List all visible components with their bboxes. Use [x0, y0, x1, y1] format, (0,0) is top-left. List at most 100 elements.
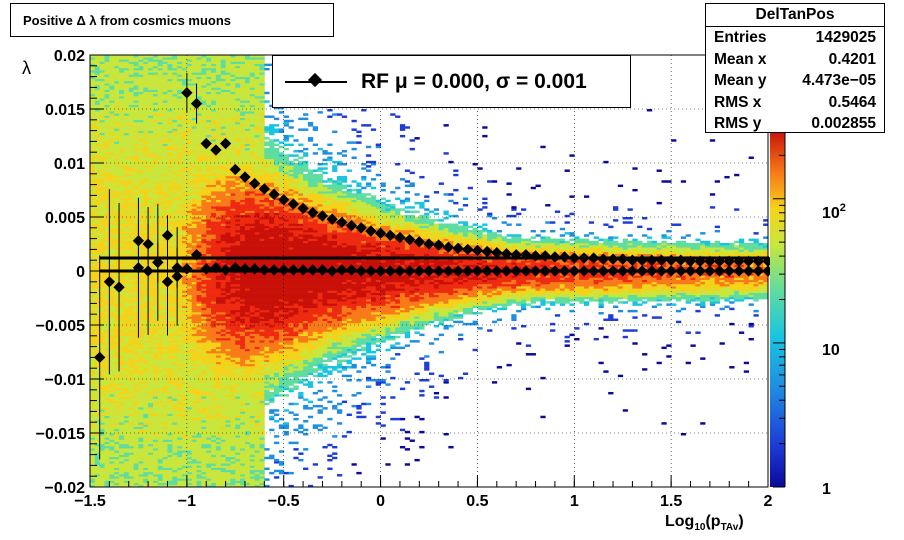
- heatmap-cell: [206, 214, 212, 218]
- heatmap-cell: [123, 420, 130, 423]
- heatmap-cell: [191, 167, 197, 170]
- heatmap-cell: [167, 63, 173, 67]
- heatmap-cell: [123, 441, 130, 445]
- heatmap-cell: [172, 128, 178, 131]
- heatmap-cell: [182, 247, 188, 250]
- heatmap-cell: [206, 411, 212, 414]
- heatmap-cell: [148, 139, 154, 142]
- heatmap-cell: [138, 288, 144, 291]
- heatmap-cell: [201, 113, 207, 116]
- heatmap-cell: [148, 407, 154, 410]
- heatmap-cell: [133, 275, 139, 278]
- heatmap-cell: [114, 469, 120, 473]
- heatmap-cell: [133, 245, 139, 248]
- heatmap-cell: [186, 314, 193, 317]
- heatmap-cell: [109, 391, 115, 395]
- heatmap-cell: [177, 210, 183, 213]
- heatmap-cell: [138, 461, 144, 464]
- heatmap-cell: [138, 448, 144, 451]
- heatmap-cell: [133, 474, 139, 477]
- heatmap-cell: [90, 296, 96, 300]
- heatmap-cell: [119, 417, 125, 421]
- heatmap-cell: [143, 109, 149, 112]
- heatmap-cell: [186, 204, 193, 207]
- heatmap-cell: [182, 160, 188, 164]
- heatmap-cell: [162, 309, 168, 313]
- heatmap-cell: [128, 70, 134, 73]
- heatmap-cell: [109, 163, 115, 166]
- heatmap-cell: [191, 87, 197, 90]
- heatmap-cell: [128, 89, 134, 93]
- heatmap-cell: [152, 154, 159, 157]
- heatmap-cell: [128, 469, 134, 473]
- heatmap-cell: [119, 173, 125, 177]
- heatmap-cell: [128, 156, 134, 159]
- heatmap-cell: [90, 109, 96, 112]
- heatmap-cell: [201, 441, 207, 445]
- heatmap-cell: [114, 402, 120, 406]
- heatmap-cell: [99, 422, 105, 425]
- heatmap-cell: [177, 329, 183, 332]
- heatmap-cell: [143, 294, 149, 298]
- heatmap-cell: [172, 165, 178, 168]
- heatmap-cell: [109, 385, 115, 388]
- heatmap-cell: [133, 130, 139, 134]
- heatmap-cell: [196, 214, 202, 218]
- heatmap-cell: [128, 147, 134, 151]
- heatmap-cell: [143, 89, 149, 93]
- heatmap-cell: [143, 299, 149, 302]
- heatmap-cell: [177, 458, 183, 462]
- heatmap-cell: [123, 74, 130, 77]
- heatmap-cell: [114, 359, 120, 363]
- heatmap-cell: [104, 353, 110, 356]
- heatmap-cell: [114, 318, 120, 321]
- heatmap-cell: [148, 214, 154, 218]
- heatmap-cell: [152, 407, 159, 410]
- heatmap-cell: [119, 346, 125, 350]
- heatmap-cell: [191, 478, 197, 481]
- heatmap-cell: [148, 445, 154, 449]
- heatmap-cell: [109, 180, 115, 183]
- heatmap-cell: [157, 391, 164, 395]
- heatmap-cell: [123, 98, 130, 101]
- heatmap-cell: [114, 350, 120, 354]
- heatmap-cell: [191, 407, 197, 410]
- heatmap-cell: [157, 89, 164, 93]
- heatmap-cell: [119, 57, 125, 60]
- heatmap-cell: [119, 353, 125, 356]
- heatmap-cell: [128, 340, 134, 343]
- heatmap-cell: [191, 391, 197, 395]
- heatmap-cell: [90, 124, 96, 127]
- heatmap-cell: [201, 119, 207, 123]
- heatmap-cell: [104, 137, 110, 140]
- heatmap-cell: [182, 109, 188, 112]
- heatmap-cell: [191, 210, 197, 213]
- heatmap-cell: [152, 96, 159, 99]
- heatmap-cell: [99, 169, 105, 172]
- heatmap-cell: [123, 288, 130, 291]
- heatmap-cell: [90, 225, 96, 229]
- heatmap-cell: [104, 199, 110, 203]
- heatmap-cell: [206, 178, 212, 181]
- heatmap-cell: [177, 279, 183, 283]
- heatmap-cell: [90, 199, 96, 203]
- heatmap-cell: [167, 385, 173, 388]
- heatmap-cell: [123, 275, 130, 278]
- heatmap-cell: [206, 186, 212, 190]
- heatmap-cell: [186, 428, 193, 432]
- heatmap-cell: [167, 113, 173, 116]
- heatmap-cell: [172, 454, 178, 458]
- heatmap-cell: [138, 96, 144, 99]
- heatmap-cell: [182, 370, 188, 373]
- heatmap-cell: [172, 443, 178, 447]
- heatmap-cell: [152, 389, 159, 393]
- heatmap-cell: [119, 85, 125, 88]
- heatmap-cell: [119, 426, 125, 429]
- heatmap-cell: [99, 117, 105, 121]
- heatmap-cell: [114, 335, 120, 339]
- heatmap-cell: [206, 160, 212, 164]
- heatmap-cell: [133, 93, 139, 97]
- heatmap-cell: [186, 301, 193, 304]
- heatmap-cell: [109, 206, 115, 209]
- heatmap-cell: [196, 150, 202, 153]
